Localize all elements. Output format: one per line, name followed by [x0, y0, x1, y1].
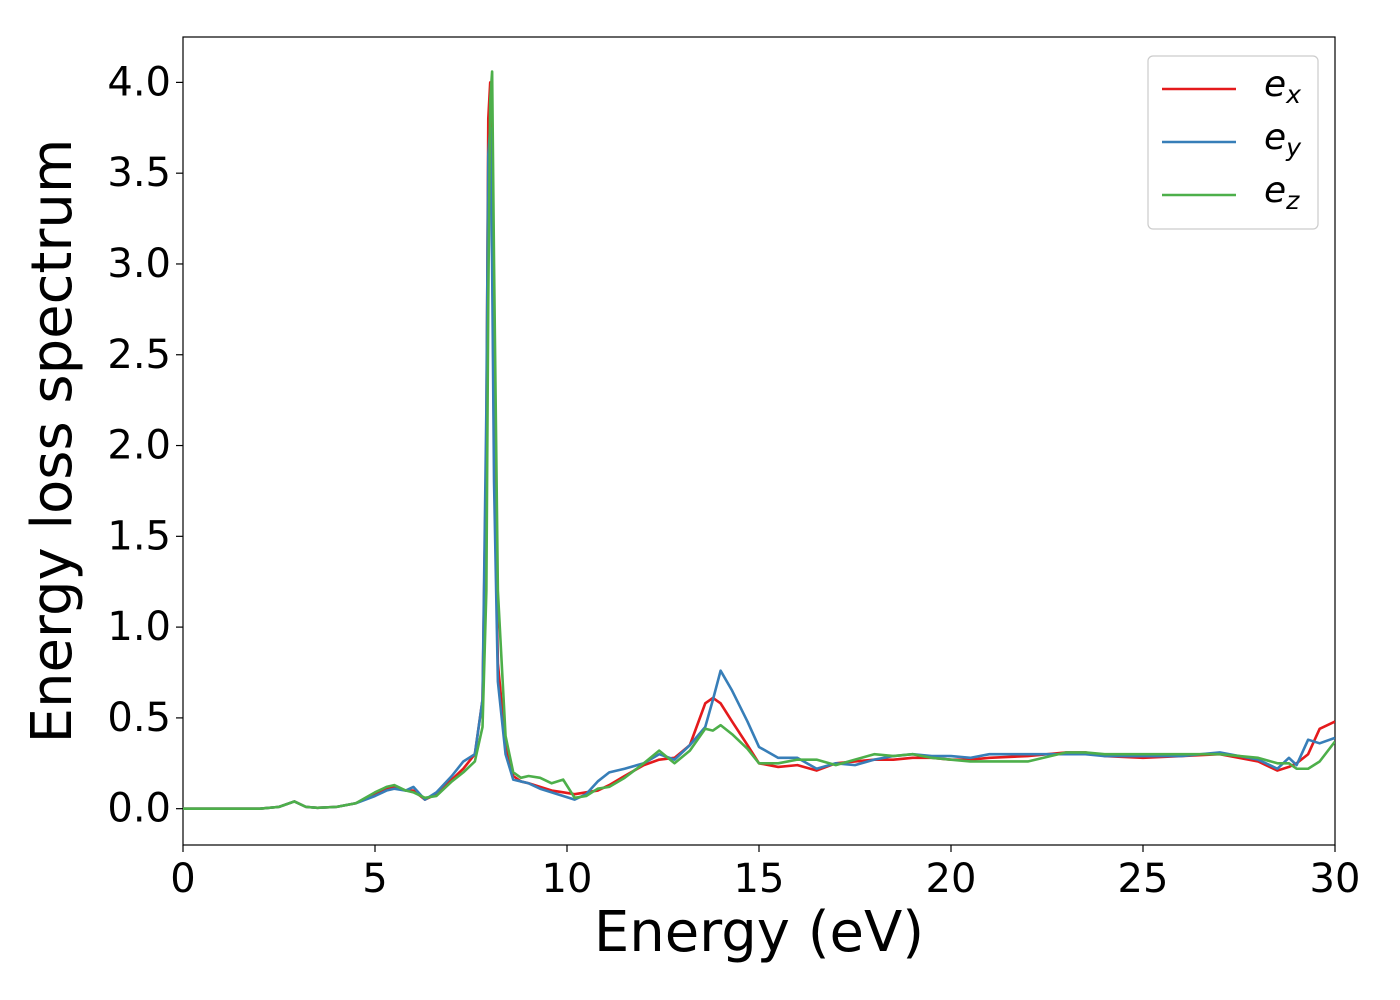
y-tick-label: 1.5	[107, 513, 171, 559]
legend-label: ez	[1264, 170, 1300, 215]
data-line	[183, 70, 1335, 810]
x-tick-label: 15	[734, 856, 785, 902]
y-tick-label: 3.5	[107, 150, 171, 196]
y-tick-label: 4.0	[107, 59, 171, 105]
x-tick-label: 10	[542, 856, 593, 902]
data-line	[183, 126, 1335, 810]
x-tick-label: 20	[926, 856, 977, 902]
y-tick-label: 3.0	[107, 241, 171, 287]
y-axis-label: Energy loss spectrum	[20, 139, 85, 744]
y-tick-label: 2.0	[107, 423, 171, 469]
x-tick-label: 5	[362, 856, 387, 902]
y-tick-label: 2.5	[107, 332, 171, 378]
x-tick-label: 25	[1118, 856, 1169, 902]
y-tick-label: 0.5	[107, 695, 171, 741]
x-tick-label: 0	[170, 856, 195, 902]
y-tick-label: 0.0	[107, 786, 171, 832]
x-tick-label: 30	[1310, 856, 1361, 902]
x-axis-label: Energy (eV)	[594, 900, 924, 965]
y-tick-label: 1.0	[107, 604, 171, 650]
legend-label: ey	[1264, 117, 1302, 162]
legend-label: ex	[1264, 64, 1302, 109]
